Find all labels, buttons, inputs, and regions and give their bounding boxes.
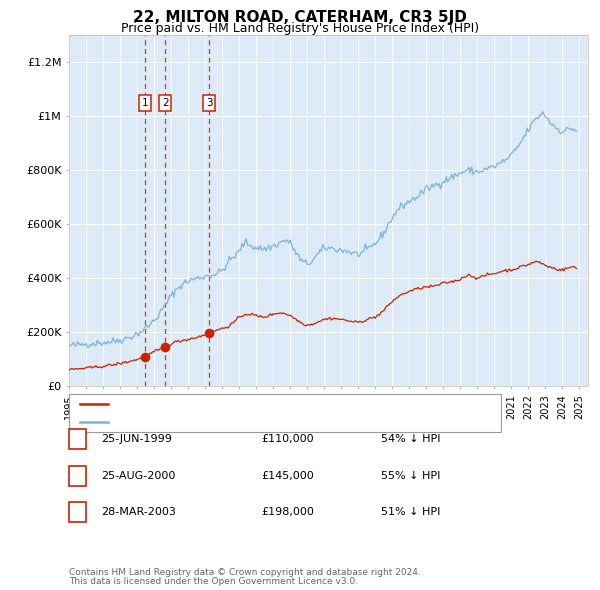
Text: 51% ↓ HPI: 51% ↓ HPI — [381, 507, 440, 517]
Text: 22, MILTON ROAD, CATERHAM, CR3 5JD: 22, MILTON ROAD, CATERHAM, CR3 5JD — [133, 10, 467, 25]
Text: Price paid vs. HM Land Registry's House Price Index (HPI): Price paid vs. HM Land Registry's House … — [121, 22, 479, 35]
Text: 25-JUN-1999: 25-JUN-1999 — [101, 434, 172, 444]
Text: 22, MILTON ROAD, CATERHAM, CR3 5JD (detached house): 22, MILTON ROAD, CATERHAM, CR3 5JD (deta… — [113, 399, 412, 409]
Text: 55% ↓ HPI: 55% ↓ HPI — [381, 471, 440, 480]
Text: 1: 1 — [142, 98, 149, 108]
Text: HPI: Average price, detached house, Tandridge: HPI: Average price, detached house, Tand… — [113, 417, 357, 427]
Text: Contains HM Land Registry data © Crown copyright and database right 2024.: Contains HM Land Registry data © Crown c… — [69, 568, 421, 577]
Text: £145,000: £145,000 — [261, 471, 314, 480]
Text: 25-AUG-2000: 25-AUG-2000 — [101, 471, 175, 480]
Text: 28-MAR-2003: 28-MAR-2003 — [101, 507, 176, 517]
Text: £110,000: £110,000 — [261, 434, 314, 444]
Text: 54% ↓ HPI: 54% ↓ HPI — [381, 434, 440, 444]
Text: 1: 1 — [74, 434, 81, 444]
Text: This data is licensed under the Open Government Licence v3.0.: This data is licensed under the Open Gov… — [69, 578, 358, 586]
Text: 2: 2 — [162, 98, 169, 108]
Text: 3: 3 — [74, 507, 81, 517]
Text: 3: 3 — [206, 98, 212, 108]
Text: £198,000: £198,000 — [261, 507, 314, 517]
Text: 2: 2 — [74, 471, 81, 480]
